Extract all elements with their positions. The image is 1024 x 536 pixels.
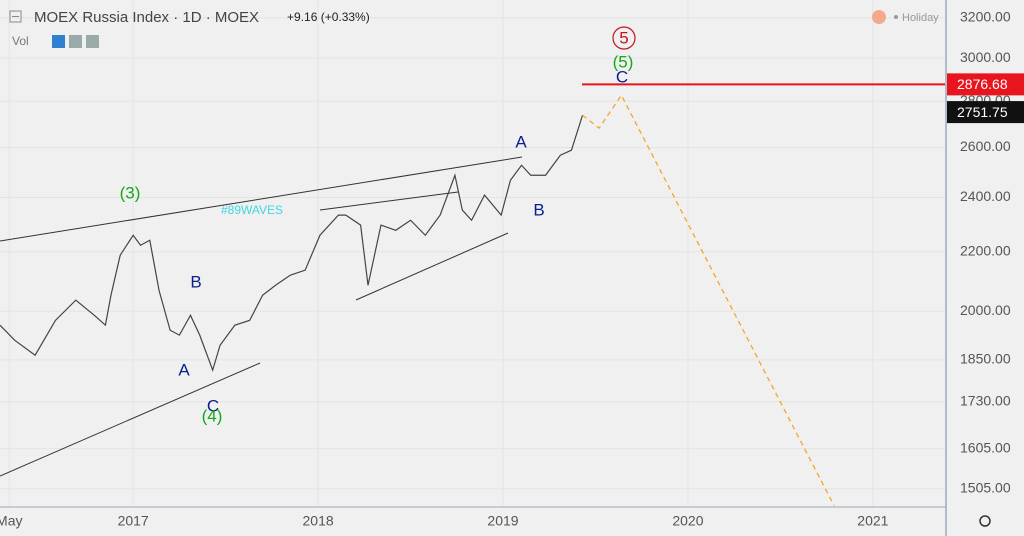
x-tick-label: 2017	[118, 513, 149, 529]
wave-label: (4)	[202, 406, 223, 425]
price-line	[0, 115, 584, 373]
price-change: +9.16 (+0.33%)	[287, 10, 370, 24]
x-tick-label: 2018	[303, 513, 334, 529]
wave-label: B	[190, 272, 201, 291]
volume-label[interactable]: Vol	[12, 34, 29, 48]
status-bullet	[894, 15, 898, 19]
y-tick-label: 1505.00	[960, 479, 1011, 495]
remove-button[interactable]	[86, 35, 99, 48]
settings-icon[interactable]	[979, 515, 991, 527]
wave-label: A	[178, 360, 190, 379]
y-tick-label: 3200.00	[960, 9, 1011, 25]
y-tick-label: 2200.00	[960, 242, 1011, 258]
price-tag-label: 2876.68	[957, 76, 1008, 92]
y-tick-label: 1605.00	[960, 439, 1011, 455]
y-tick-label: 2000.00	[960, 302, 1011, 318]
wave-label: (3)	[120, 183, 141, 202]
last-price-tag	[947, 101, 1024, 124]
wave-label: (5)	[613, 52, 634, 71]
wave-label: C	[207, 396, 219, 415]
y-tick-label: 3000.00	[960, 49, 1011, 65]
y-tick-label: 1730.00	[960, 392, 1011, 408]
x-tick-label: May	[0, 513, 22, 529]
x-tick-label: 2019	[487, 513, 518, 529]
y-tick-label: 2600.00	[960, 138, 1011, 154]
wave-label: 5	[619, 28, 628, 47]
projection-line	[582, 93, 835, 506]
plot	[0, 83, 945, 506]
settings-button[interactable]	[69, 35, 82, 48]
trendlines	[0, 156, 523, 477]
status-label: Holiday	[902, 12, 939, 24]
status-dot	[872, 10, 886, 24]
collapse-button[interactable]	[9, 10, 22, 23]
y-tick-label: 2400.00	[960, 188, 1011, 204]
y-tick-label: 1850.00	[960, 351, 1011, 367]
price-tag	[947, 73, 1024, 96]
symbol-title[interactable]: MOEX Russia Index · 1D · MOEX	[34, 9, 259, 26]
x-tick-label: 2020	[672, 513, 703, 529]
wave-label: C	[616, 67, 628, 86]
grid	[0, 0, 945, 506]
wave-circle	[612, 26, 636, 50]
watermark: #89WAVES	[221, 203, 283, 217]
x-tick-label: 2021	[857, 513, 888, 529]
wave-label: B	[533, 200, 544, 219]
last-price-label: 2751.75	[957, 104, 1008, 120]
visibility-button[interactable]	[52, 35, 65, 48]
wave-label: A	[515, 132, 527, 151]
